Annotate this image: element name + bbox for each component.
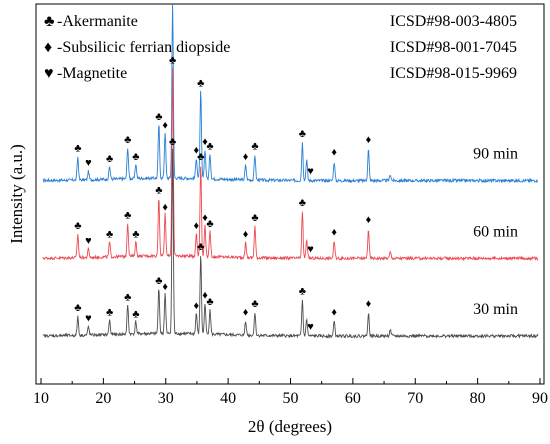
phase-mark: ♦: [162, 119, 168, 131]
x-tick-label: 90: [532, 390, 548, 407]
phase-mark: ♣: [155, 111, 162, 123]
phase-mark: ♣: [169, 0, 176, 1]
x-axis: 10 20 30 40 50 60 70 80 90: [33, 378, 548, 407]
phase-mark: ♣: [74, 143, 81, 155]
x-tick-label: 10: [33, 390, 49, 407]
phase-mark: ♦: [243, 306, 249, 318]
phase-mark: ♦: [366, 214, 372, 226]
phase-mark: ♦: [194, 300, 200, 312]
phase-mark: ♣: [206, 140, 213, 152]
series-label: 90 min: [473, 146, 518, 163]
phase-mark: ♣: [106, 153, 113, 165]
legend-symbol: ♣: [44, 13, 55, 30]
phase-mark: ♣: [106, 229, 113, 241]
phase-marks: ♣♥♣♣♣♣♦♣♦♣♦♣♦♣♣♥♦♦♣♥♣♣♣♣♦♣♦♣♦♣♦♣♣♥♦♦♣♥♣♣…: [74, 0, 371, 333]
legend: ♣ -Akermanite ICSD#98-003-4805♦ -Subsilicic…: [44, 13, 517, 82]
x-tick-label: 70: [407, 390, 423, 407]
series-labels: 90 min 60 min 30 min: [473, 146, 518, 318]
x-tick-label: 40: [220, 390, 236, 407]
series-line-90-min: [42, 2, 538, 184]
phase-mark: ♦: [331, 147, 337, 159]
series-line-30-min: [42, 148, 539, 339]
phase-mark: ♥: [307, 321, 314, 333]
x-tick-label: 80: [470, 390, 486, 407]
phase-mark: ♣: [132, 308, 139, 320]
phase-mark: ♣: [74, 302, 81, 314]
phase-mark: ♣: [206, 218, 213, 230]
phase-mark: ♣: [74, 220, 81, 232]
phase-mark: ♦: [331, 227, 337, 239]
x-axis-label: 2θ (degrees): [248, 417, 332, 436]
series-label: 30 min: [473, 301, 518, 318]
phase-mark: ♣: [251, 298, 258, 310]
phase-mark: ♥: [85, 313, 92, 325]
phase-mark: ♣: [155, 275, 162, 287]
phase-mark: ♣: [299, 197, 306, 209]
legend-label: -Akermanite: [57, 13, 138, 30]
legend-label: -Magnetite: [57, 65, 127, 82]
legend-ref: ICSD#98-015-9969: [390, 65, 517, 82]
legend-ref: ICSD#98-001-7045: [390, 39, 517, 56]
series-layer: [42, 2, 539, 339]
phase-mark: ♣: [169, 136, 176, 148]
y-axis-label: Intensity (a.u.): [7, 144, 26, 244]
phase-mark: ♦: [366, 134, 372, 146]
phase-mark: ♥: [307, 243, 314, 255]
legend-ref: ICSD#98-003-4805: [390, 13, 517, 30]
phase-mark: ♦: [243, 151, 249, 163]
phase-mark: ♦: [194, 220, 200, 232]
phase-mark: ♦: [202, 290, 208, 302]
phase-mark: ♦: [202, 136, 208, 148]
phase-mark: ♥: [85, 157, 92, 169]
phase-mark: ♣: [197, 241, 204, 253]
phase-mark: ♦: [194, 145, 200, 157]
legend-symbol: ♥: [44, 65, 54, 82]
phase-mark: ♣: [132, 229, 139, 241]
phase-mark: ♣: [197, 151, 204, 163]
phase-mark: ♦: [243, 229, 249, 241]
phase-mark: ♣: [251, 212, 258, 224]
phase-mark: ♦: [162, 201, 168, 213]
series-line-60-min: [42, 67, 539, 262]
legend-label: -Subsilicic ferrian diopside: [57, 39, 230, 56]
phase-mark: ♣: [251, 140, 258, 152]
phase-mark: ♣: [299, 128, 306, 140]
phase-mark: ♣: [124, 210, 131, 222]
phase-mark: ♣: [197, 77, 204, 89]
series-label: 60 min: [473, 223, 518, 240]
phase-mark: ♣: [132, 151, 139, 163]
phase-mark: ♦: [331, 306, 337, 318]
phase-mark: ♣: [124, 292, 131, 304]
x-tick-label: 30: [158, 390, 174, 407]
phase-mark: ♣: [299, 285, 306, 297]
phase-mark: ♣: [124, 134, 131, 146]
phase-mark: ♣: [106, 306, 113, 318]
x-tick-label: 50: [283, 390, 299, 407]
x-tick-label: 60: [345, 390, 361, 407]
phase-mark: ♣: [169, 54, 176, 66]
phase-mark: ♣: [206, 296, 213, 308]
phase-mark: ♦: [366, 298, 372, 310]
x-tick-label: 20: [95, 390, 111, 407]
legend-symbol: ♦: [44, 39, 52, 56]
phase-mark: ♣: [155, 185, 162, 197]
phase-mark: ♦: [202, 212, 208, 224]
plot-frame: [35, 3, 545, 385]
phase-mark: ♥: [85, 235, 92, 247]
phase-mark: ♥: [307, 166, 314, 178]
phase-mark: ♦: [162, 281, 168, 293]
